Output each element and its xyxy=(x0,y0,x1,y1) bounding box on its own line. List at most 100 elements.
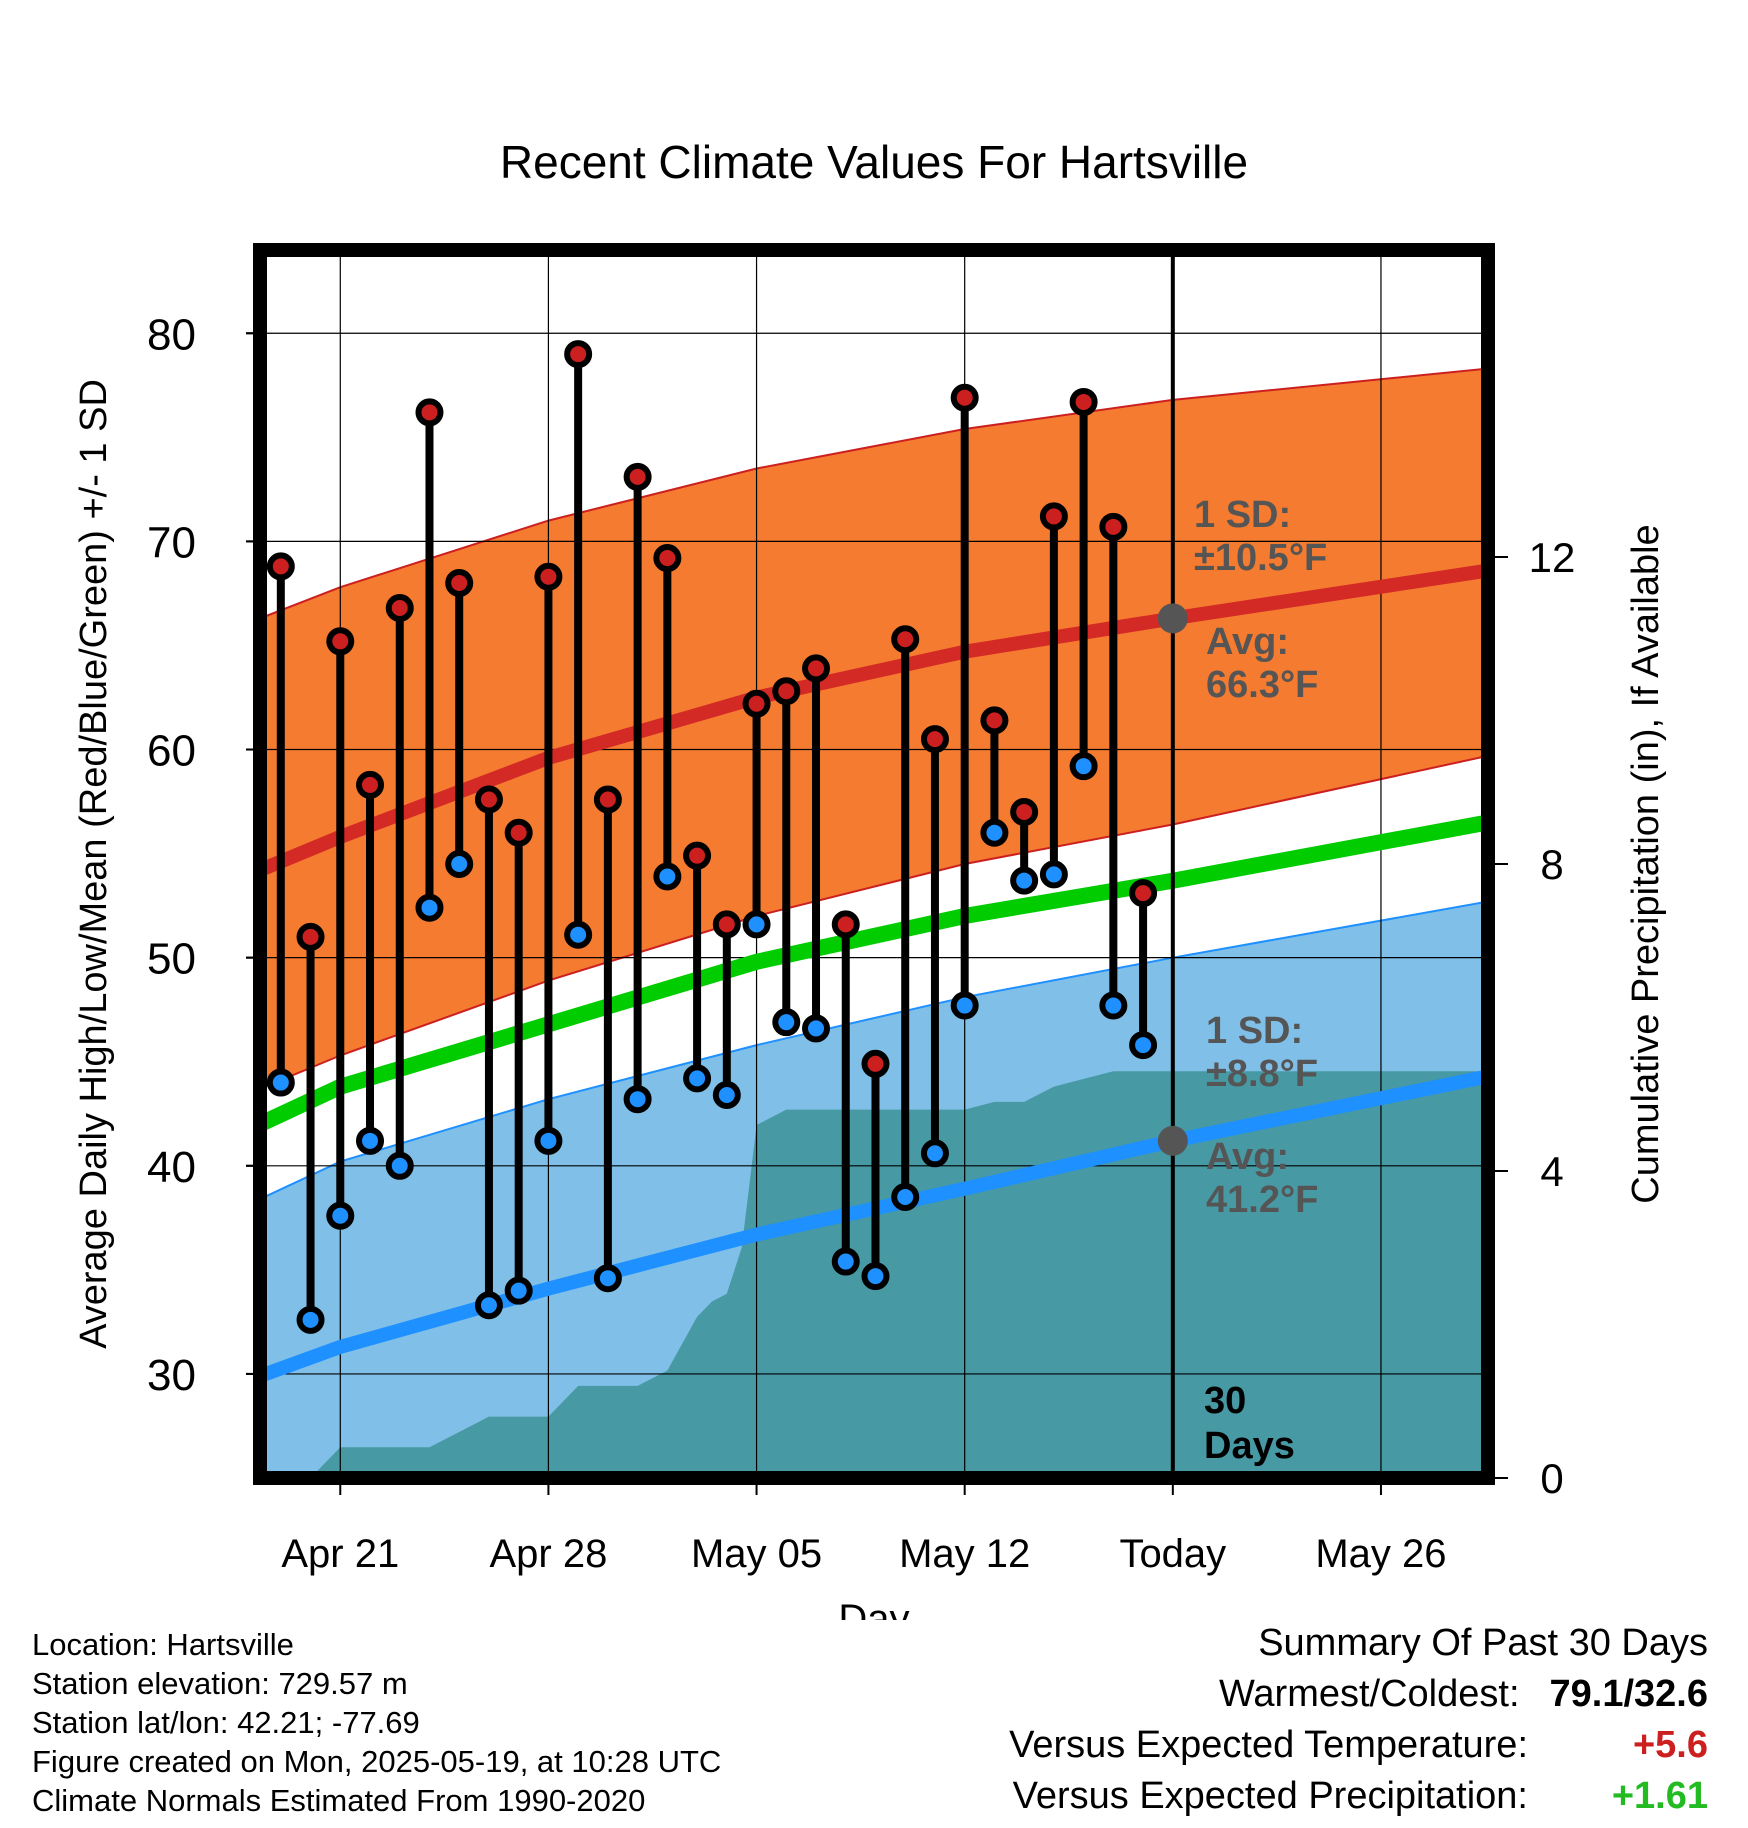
daily-high-point xyxy=(504,818,533,847)
daily-high-point xyxy=(1039,502,1068,531)
daily-low-point xyxy=(445,850,474,878)
daily-high-point xyxy=(683,841,712,870)
temp-anomaly-label: Versus Expected Temperature: xyxy=(1009,1724,1528,1766)
x-tick-label: May 12 xyxy=(899,1532,1030,1576)
y2-tick-label: 4 xyxy=(1540,1148,1563,1195)
x-tick-label: May 05 xyxy=(691,1532,822,1576)
daily-low-point xyxy=(474,1291,503,1320)
daily-high-point xyxy=(296,922,325,951)
precip-anomaly-value: +1.61 xyxy=(1611,1775,1708,1817)
daily-low-point xyxy=(683,1064,712,1093)
daily-low-point xyxy=(802,1014,831,1043)
climate-chart: Recent Climate Values For Hartsville 1 S… xyxy=(73,136,1667,1620)
low-avg-label: Avg: xyxy=(1206,1136,1289,1178)
daily-low-point xyxy=(1129,1031,1158,1060)
daily-low-point xyxy=(653,862,682,891)
daily-low-point xyxy=(980,818,1009,847)
precip-anomaly-label: Versus Expected Precipitation: xyxy=(1012,1775,1528,1817)
elevation-text: Station elevation: 729.57 m xyxy=(32,1666,408,1701)
daily-high-point xyxy=(802,654,831,683)
daily-high-point xyxy=(474,785,503,814)
daily-high-point xyxy=(712,910,741,939)
daily-low-point xyxy=(891,1183,920,1212)
y-tick-label: 60 xyxy=(147,727,196,776)
warmest-coldest-label: Warmest/Coldest: xyxy=(1218,1673,1520,1715)
daily-low-point xyxy=(534,1126,563,1155)
daily-low-point xyxy=(623,1085,652,1114)
y2-tick-label: 8 xyxy=(1540,841,1563,888)
daily-high-point xyxy=(950,383,979,412)
daily-high-point xyxy=(1099,512,1128,541)
daily-high-point xyxy=(653,544,682,573)
daily-low-point xyxy=(593,1264,622,1293)
days-label-text: Days xyxy=(1204,1425,1295,1467)
x-tick-label: Apr 21 xyxy=(281,1532,399,1576)
y2-tick-label: 0 xyxy=(1540,1455,1563,1502)
daily-low-point xyxy=(831,1247,860,1276)
x-axis-label: Day xyxy=(838,1597,909,1620)
daily-low-point xyxy=(861,1262,890,1291)
daily-high-point xyxy=(266,552,295,581)
high-avg-value: 66.3°F xyxy=(1206,664,1318,706)
daily-low-point xyxy=(356,1126,385,1155)
daily-low-point xyxy=(712,1081,741,1110)
daily-high-point xyxy=(534,562,563,591)
daily-high-point xyxy=(623,462,652,491)
daily-low-point xyxy=(772,1008,801,1037)
y-tick-label: 40 xyxy=(147,1143,196,1192)
y-axis-label: Average Daily High/Low/Mean (Red/Blue/Gr… xyxy=(73,379,115,1349)
daily-low-point xyxy=(920,1139,949,1168)
low-avg-value: 41.2°F xyxy=(1206,1179,1318,1221)
daily-low-point xyxy=(564,920,593,949)
daily-high-point xyxy=(356,770,385,799)
location-text: Location: Hartsville xyxy=(32,1627,294,1662)
daily-low-point xyxy=(266,1068,295,1097)
daily-low-point xyxy=(504,1276,533,1305)
precip-anomaly-row: Versus Expected Precipitation: +1.61 xyxy=(1009,1771,1708,1822)
warmest-coldest-value: 79.1/32.6 xyxy=(1549,1673,1708,1715)
daily-low-point xyxy=(415,893,444,922)
daily-low-point xyxy=(1010,866,1039,895)
summary-panel: Summary Of Past 30 Days Warmest/Coldest:… xyxy=(1009,1618,1708,1822)
daily-high-point xyxy=(742,689,771,718)
high-sd-value: ±10.5°F xyxy=(1194,537,1327,579)
daily-low-point xyxy=(385,1151,414,1180)
x-tick-label: Today xyxy=(1119,1532,1226,1576)
daily-high-point xyxy=(445,569,474,598)
y-tick-label: 50 xyxy=(147,935,196,984)
daily-high-point xyxy=(415,398,444,427)
daily-high-point xyxy=(593,785,622,814)
days-label-number: 30 xyxy=(1204,1380,1246,1422)
today-normal-low-marker xyxy=(1157,1125,1188,1156)
daily-low-point xyxy=(326,1201,355,1230)
high-avg-label: Avg: xyxy=(1206,621,1289,663)
daily-high-point xyxy=(772,677,801,706)
low-sd-value: ±8.8°F xyxy=(1206,1053,1318,1095)
x-tick-label: May 26 xyxy=(1315,1532,1446,1576)
high-sd-band xyxy=(262,367,1486,1090)
daily-high-point xyxy=(326,627,355,656)
daily-high-point xyxy=(861,1049,890,1078)
daily-low-point xyxy=(742,910,771,939)
y2-tick-label: 12 xyxy=(1529,534,1576,581)
normals-text: Climate Normals Estimated From 1990-2020 xyxy=(32,1783,646,1818)
created-text: Figure created on Mon, 2025-05-19, at 10… xyxy=(32,1744,722,1779)
daily-high-point xyxy=(385,593,414,622)
daily-low-point xyxy=(1069,752,1098,781)
today-normal-high-marker xyxy=(1157,603,1188,634)
y-tick-label: 30 xyxy=(147,1351,196,1400)
daily-high-point xyxy=(891,625,920,654)
daily-high-point xyxy=(1010,797,1039,826)
y-tick-label: 80 xyxy=(147,310,196,359)
y2-axis-label: Cumulative Precipitation (in), If Availa… xyxy=(1625,524,1667,1203)
warmest-coldest-row: Warmest/Coldest: 79.1/32.6 xyxy=(1009,1669,1708,1720)
daily-high-point xyxy=(831,910,860,939)
low-sd-label: 1 SD: xyxy=(1206,1010,1303,1052)
daily-low-point xyxy=(1039,860,1068,889)
daily-low-point xyxy=(296,1305,325,1334)
high-sd-label: 1 SD: xyxy=(1194,494,1291,536)
daily-high-point xyxy=(920,725,949,754)
daily-high-point xyxy=(980,706,1009,735)
daily-low-point xyxy=(950,991,979,1020)
station-info: Location: Hartsville Station elevation: … xyxy=(32,1625,721,1820)
